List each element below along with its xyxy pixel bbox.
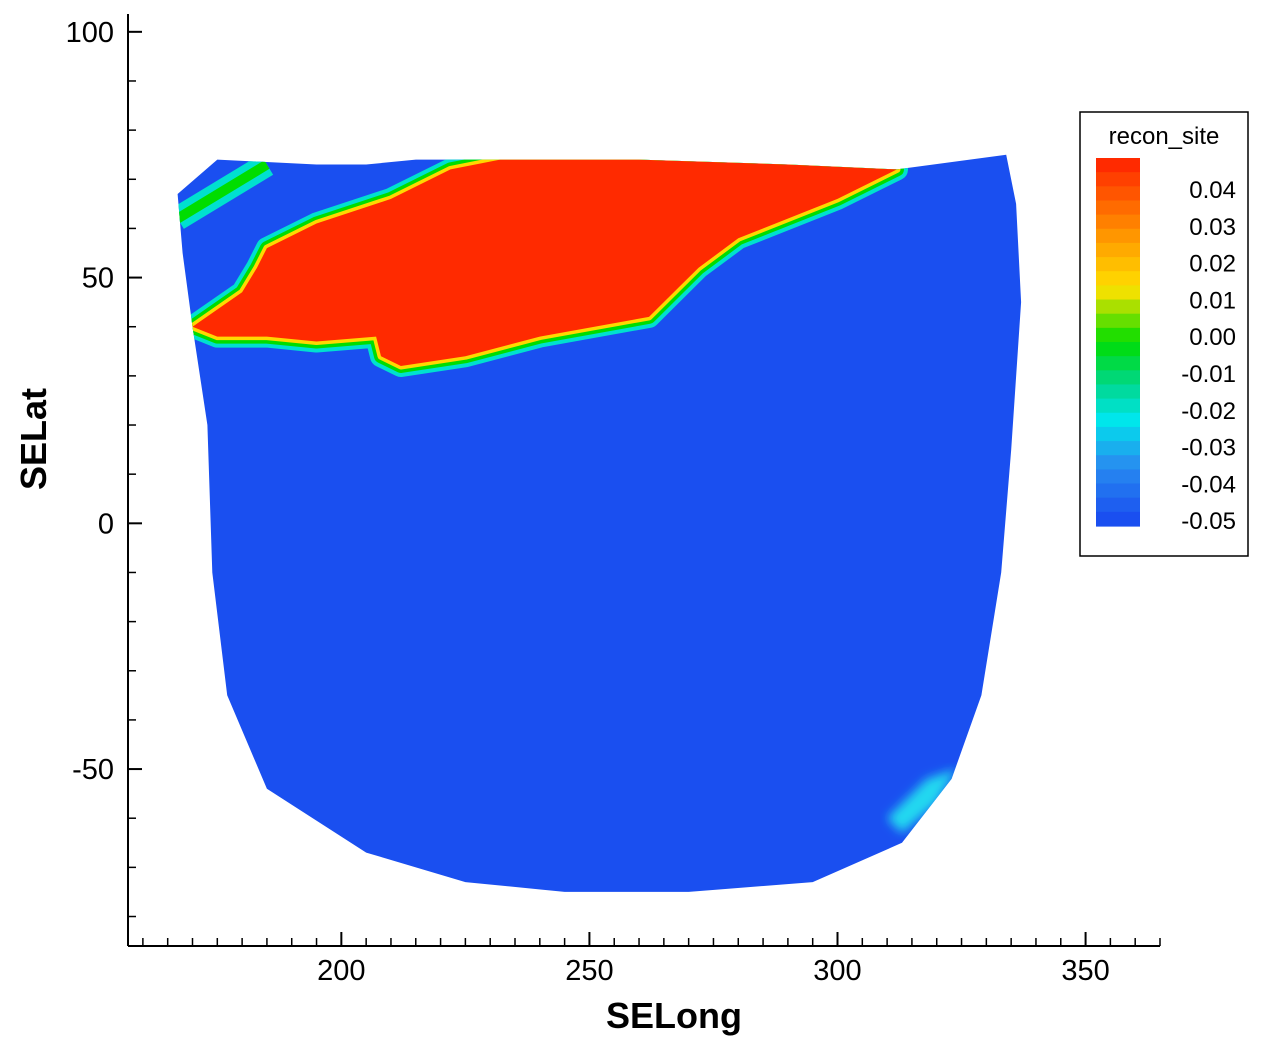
x-axis-title: SELong bbox=[606, 995, 742, 1036]
legend-color-step bbox=[1096, 299, 1140, 315]
legend-color-step bbox=[1096, 483, 1140, 499]
y-tick-label: -50 bbox=[72, 754, 114, 786]
legend-color-step bbox=[1096, 228, 1140, 244]
y-tick-label: 100 bbox=[66, 17, 114, 49]
legend-color-step bbox=[1096, 426, 1140, 442]
legend-color-step bbox=[1096, 242, 1140, 258]
legend-color-step bbox=[1096, 214, 1140, 230]
legend-label: -0.04 bbox=[1181, 471, 1236, 498]
domain-interior bbox=[177, 154, 957, 833]
legend-color-step bbox=[1096, 158, 1140, 173]
legend-color-step bbox=[1096, 342, 1140, 357]
legend-label: 0.01 bbox=[1189, 287, 1236, 314]
legend-label: 0.02 bbox=[1189, 251, 1236, 278]
legend-color-step bbox=[1096, 441, 1140, 456]
legend-color-step bbox=[1096, 200, 1140, 216]
legend-label: -0.02 bbox=[1181, 398, 1236, 425]
legend-color-step bbox=[1096, 398, 1140, 414]
legend-color-step bbox=[1096, 257, 1140, 272]
legend-color-step bbox=[1096, 469, 1140, 485]
legend-label: -0.05 bbox=[1181, 508, 1236, 535]
contour-field bbox=[177, 154, 1022, 892]
legend-color-step bbox=[1096, 327, 1140, 343]
x-tick-label: 250 bbox=[565, 955, 613, 987]
x-tick-label: 300 bbox=[813, 955, 861, 987]
legend-label: -0.03 bbox=[1181, 435, 1236, 462]
legend-label: 0.03 bbox=[1189, 214, 1236, 241]
legend-title: recon_site bbox=[1109, 123, 1220, 150]
x-tick-label: 200 bbox=[317, 955, 365, 987]
legend-color-step bbox=[1096, 511, 1140, 527]
legend-label: -0.01 bbox=[1181, 361, 1236, 388]
legend-colorbar bbox=[1096, 158, 1140, 527]
legend-color-step bbox=[1096, 285, 1140, 301]
legend-color-step bbox=[1096, 172, 1140, 187]
legend-color-step bbox=[1096, 186, 1140, 202]
corner-band-green bbox=[177, 160, 270, 223]
legend: recon_site 0.04 0.03 0.02 0.01 0.00 -0.01 -0.02… bbox=[1079, 111, 1249, 557]
legend-color-step bbox=[1096, 412, 1140, 428]
legend-color-step bbox=[1096, 370, 1140, 386]
legend-label: 0.04 bbox=[1189, 177, 1236, 204]
x-tick-label: 350 bbox=[1061, 955, 1109, 987]
y-axis-title: SELat bbox=[13, 388, 54, 490]
legend-color-step bbox=[1096, 497, 1140, 513]
legend-color-step bbox=[1096, 313, 1140, 329]
legend-color-step bbox=[1096, 384, 1140, 400]
y-tick-label: 50 bbox=[82, 263, 114, 295]
legend-color-step bbox=[1096, 271, 1140, 286]
legend-color-step bbox=[1096, 455, 1140, 470]
legend-color-step bbox=[1096, 356, 1140, 371]
lower-right-patch bbox=[887, 769, 957, 833]
y-tick-label: 0 bbox=[98, 508, 114, 540]
axes: 200 250 300 350 100 50 0 -50 SELong SELat bbox=[13, 14, 1161, 1036]
high-value-region bbox=[192, 159, 897, 366]
legend-label: 0.00 bbox=[1189, 324, 1236, 351]
